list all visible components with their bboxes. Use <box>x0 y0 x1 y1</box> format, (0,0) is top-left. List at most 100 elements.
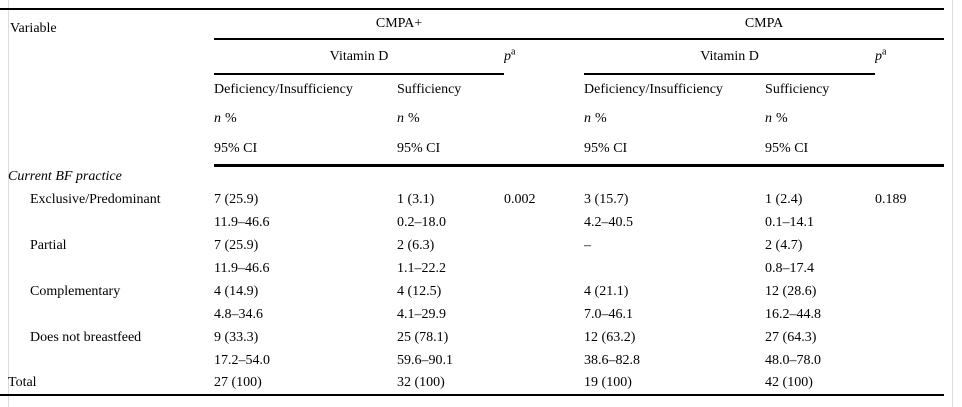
n-pct-header: n% <box>765 104 875 134</box>
cell-p-value <box>504 326 584 349</box>
p-value-header-left: pa <box>504 39 584 74</box>
n-pct-header: n% <box>214 104 397 134</box>
table-row: Does not breastfeed 9 (33.3) 25 (78.1) 1… <box>0 326 944 349</box>
cell-value: 7 (25.9) <box>214 237 259 253</box>
table-row-ci: 17.2–54.0 59.6–90.1 38.6–82.8 48.0–78.0 <box>0 349 944 372</box>
column-header-sufficiency-left: Sufficiency <box>397 81 462 97</box>
cell-p-value <box>875 280 944 303</box>
header-group-row: Variable CMPA+ CMPA <box>0 9 945 40</box>
spacer-cell <box>504 349 584 372</box>
table-row: Exclusive/Predominant 7 (25.9) 1 (3.1) 0… <box>0 188 944 211</box>
cell-value: 25 (78.1) <box>397 329 449 345</box>
spacer-cell <box>0 303 214 326</box>
cell-ci: 16.2–44.8 <box>765 306 822 322</box>
section-label: Current BF practice <box>8 169 122 185</box>
cell-ci: 11.9–46.6 <box>214 260 270 276</box>
spacer-cell <box>0 349 214 372</box>
cell-value: 12 (28.6) <box>765 283 817 299</box>
header-ci-row: 95% CI 95% CI 95% CI 95% CI <box>0 134 945 167</box>
cell-ci: 7.0–46.1 <box>584 306 634 322</box>
percent-sign: % <box>595 111 607 126</box>
n-symbol: n <box>765 111 773 126</box>
cell-ci: 11.9–46.6 <box>214 214 270 230</box>
p-symbol: p <box>875 49 883 64</box>
header-category-row: Deficiency/Insufficiency Sufficiency Def… <box>0 74 944 104</box>
cell-total: 19 (100) <box>584 375 632 390</box>
cell-value: 1 (3.1) <box>397 191 435 207</box>
spacer-cell <box>504 372 584 395</box>
spacer-cell <box>875 372 944 395</box>
cell-value: 4 (12.5) <box>397 283 442 299</box>
cell-value: 3 (15.7) <box>584 191 629 207</box>
column-header-variable: Variable <box>10 21 57 36</box>
total-row: Total 27 (100) 32 (100) 19 (100) 42 (100… <box>0 372 944 395</box>
cell-total: 27 (100) <box>214 375 262 390</box>
ci-header: 95% CI <box>214 134 397 167</box>
cell-value: 2 (4.7) <box>765 237 803 253</box>
header-n-pct-row: n% n% n% n% <box>0 104 944 134</box>
spacer-cell <box>504 104 584 134</box>
cell-ci: 0.2–18.0 <box>397 214 446 230</box>
table-row-ci: 11.9–46.6 0.2–18.0 4.2–40.5 0.1–14.1 <box>0 211 944 234</box>
n-symbol: n <box>214 111 221 126</box>
cell-value: 12 (63.2) <box>584 329 636 345</box>
percent-sign: % <box>776 111 788 126</box>
spacer-cell <box>0 211 214 234</box>
cell-ci: 59.6–90.1 <box>397 352 453 368</box>
percent-sign: % <box>408 111 420 126</box>
cell-value: 1 (2.4) <box>765 191 803 207</box>
cell-ci: 4.1–29.9 <box>397 306 446 322</box>
spacer-cell <box>504 134 585 167</box>
ci-header: 95% CI <box>765 134 876 167</box>
cell-p-value <box>875 234 944 257</box>
subgroup-header-vitamin-d-right: Vitamin D <box>584 39 876 75</box>
cell-value: 4 (21.1) <box>584 283 629 299</box>
spacer-cell <box>875 74 944 104</box>
header-subgroup-row: Vitamin D pa Vitamin D pa <box>0 39 944 75</box>
results-table: Variable CMPA+ CMPA Vitamin D pa Vitamin… <box>0 8 945 396</box>
n-symbol: n <box>397 111 404 126</box>
column-header-deficiency-right: Deficiency/Insufficiency <box>584 81 723 97</box>
spacer-cell <box>875 257 944 280</box>
section-row: Current BF practice <box>0 165 944 188</box>
cell-p-value <box>504 280 584 303</box>
cell-ci: 48.0–78.0 <box>765 352 822 368</box>
ci-header: 95% CI <box>397 134 504 167</box>
cell-p-value: 0.002 <box>504 191 536 207</box>
group-header-cmpa: CMPA <box>584 9 945 40</box>
cell-ci: 4.2–40.5 <box>584 214 634 230</box>
cell-value: 2 (6.3) <box>397 237 435 253</box>
p-symbol: p <box>504 49 511 64</box>
row-label: Exclusive/Predominant <box>30 191 161 207</box>
subgroup-header-vitamin-d-left: Vitamin D <box>214 39 504 75</box>
cell-p-value <box>504 234 584 257</box>
spacer-cell <box>504 74 584 104</box>
cell-ci: 0.1–14.1 <box>765 214 815 230</box>
table-row-ci: 4.8–34.6 4.1–29.9 7.0–46.1 16.2–44.8 <box>0 303 944 326</box>
cell-ci: 4.8–34.6 <box>214 306 263 322</box>
n-pct-header: n% <box>584 104 765 134</box>
spacer-cell <box>875 349 944 372</box>
cell-ci <box>584 257 765 280</box>
spacer-cell <box>875 104 944 134</box>
group-header-cmpa-positive: CMPA+ <box>214 9 585 40</box>
cell-ci: 0.8–17.4 <box>765 260 815 276</box>
cell-ci: 17.2–54.0 <box>214 352 270 368</box>
cell-total: 42 (100) <box>765 375 813 390</box>
spacer-cell <box>504 211 584 234</box>
row-label: Partial <box>30 237 67 253</box>
cell-value: 27 (64.3) <box>765 329 817 345</box>
table-frame <box>8 0 953 407</box>
spacer-cell <box>875 134 945 167</box>
row-label: Complementary <box>30 283 121 299</box>
table-row: Partial 7 (25.9) 2 (6.3) – 2 (4.7) <box>0 234 944 257</box>
column-header-deficiency-left: Deficiency/Insufficiency <box>214 81 353 97</box>
cell-value: 9 (33.3) <box>214 329 259 345</box>
spacer-cell <box>875 303 944 326</box>
cell-value: 4 (14.9) <box>214 283 259 299</box>
row-label-total: Total <box>8 375 37 390</box>
cell-p-value: 0.189 <box>875 191 907 207</box>
cell-value: – <box>584 237 592 253</box>
cell-total: 32 (100) <box>397 375 445 390</box>
